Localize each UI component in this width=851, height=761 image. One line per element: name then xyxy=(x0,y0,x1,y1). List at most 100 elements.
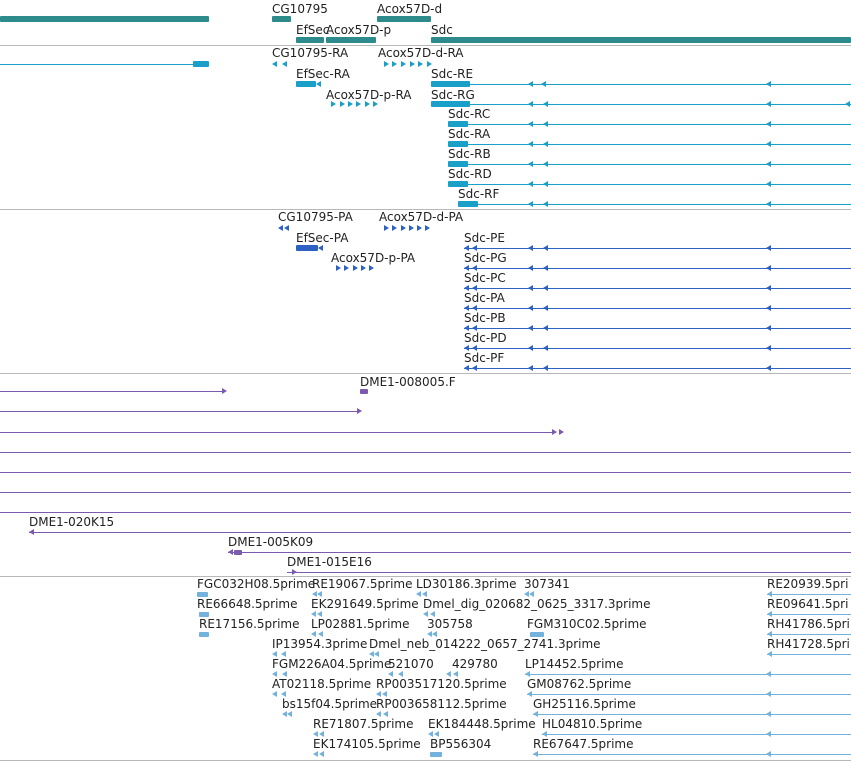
arrow-left-icon xyxy=(472,265,477,271)
exon-block xyxy=(199,611,209,617)
protein-label: Sdc-PG xyxy=(464,251,507,265)
arrow-left-icon xyxy=(766,101,771,107)
arrow-left-icon xyxy=(472,285,477,291)
exon-block xyxy=(448,161,468,167)
arrow-left-icon xyxy=(766,305,771,311)
arrow-left-icon xyxy=(766,181,771,187)
exon-block xyxy=(430,751,442,757)
clone-label: DME1-020K15 xyxy=(29,515,115,529)
est-label: LD30186.3prime xyxy=(416,577,517,591)
arrow-left-icon xyxy=(533,711,538,717)
arrow-left-icon xyxy=(767,651,772,657)
arrow-left-icon xyxy=(528,265,533,271)
arrow-left-icon xyxy=(428,731,433,737)
arrow-left-icon xyxy=(313,751,318,757)
transcript-label: Sdc-RG xyxy=(431,88,475,102)
exon-block xyxy=(199,631,209,637)
protein-label: Sdc-PC xyxy=(464,271,506,285)
arrow-left-icon xyxy=(543,121,548,127)
est-label: 305758 xyxy=(427,617,473,631)
arrow-left-icon xyxy=(318,731,324,737)
est-label: 429780 xyxy=(452,657,498,671)
protein-label: Sdc-PA xyxy=(464,291,505,305)
arrow-left-icon xyxy=(312,591,317,597)
est-label: RE67647.5prime xyxy=(533,737,634,751)
transcript-label: Acox57D-p-RA xyxy=(326,88,412,102)
arrow-right-icon xyxy=(369,265,374,271)
arrow-left-icon xyxy=(427,631,432,637)
arrow-left-icon xyxy=(541,81,546,87)
arrow-left-icon xyxy=(766,285,771,291)
est-label: EK184448.5prime xyxy=(428,717,536,731)
protein-label: Acox57D-d-PA xyxy=(379,210,464,224)
feature-line xyxy=(0,391,225,392)
est-label: EK174105.5prime xyxy=(313,737,421,751)
feature-line xyxy=(0,432,556,433)
exon-block xyxy=(296,81,316,87)
feature-line xyxy=(533,754,851,755)
feature-line xyxy=(448,144,851,145)
arrow-right-icon xyxy=(357,408,362,414)
arrow-left-icon xyxy=(472,345,477,351)
protein-label: Sdc-PF xyxy=(464,351,505,365)
arrow-left-icon xyxy=(767,611,772,617)
est-label: EK291649.5prime xyxy=(311,597,419,611)
arrow-right-icon xyxy=(336,265,342,271)
arrow-left-icon xyxy=(464,345,469,351)
arrow-left-icon xyxy=(388,671,393,677)
transcript-label: Sdc-RB xyxy=(448,147,491,161)
feature-line xyxy=(458,204,851,205)
feature-line xyxy=(527,694,851,695)
feature-line xyxy=(464,328,851,329)
arrow-left-icon xyxy=(543,365,548,371)
feature-line xyxy=(431,104,851,105)
arrow-left-icon xyxy=(543,181,548,187)
arrow-right-icon xyxy=(408,225,414,231)
est-label: FGM310C02.5prime xyxy=(527,617,647,631)
arrow-left-icon xyxy=(766,201,771,207)
est-label: 307341 xyxy=(524,577,570,591)
arrow-left-icon xyxy=(272,671,277,677)
est-label: LP02881.5prime xyxy=(311,617,410,631)
exon-block xyxy=(0,16,209,22)
arrow-left-icon xyxy=(416,591,421,597)
est-label: bs15f04.5prime xyxy=(282,697,378,711)
feature-line xyxy=(525,674,851,675)
arrow-left-icon xyxy=(374,651,379,657)
arrow-left-icon xyxy=(528,81,533,87)
arrow-left-icon xyxy=(383,711,388,717)
feature-line xyxy=(0,492,851,493)
exon-block xyxy=(326,37,376,43)
arrow-left-icon xyxy=(525,671,530,677)
arrow-left-icon xyxy=(529,591,534,597)
est-label: RP003658112.5prime xyxy=(376,697,507,711)
arrow-left-icon xyxy=(317,631,323,637)
arrow-left-icon xyxy=(543,201,548,207)
arrow-left-icon xyxy=(278,225,283,231)
est-label: FGM226A04.5prime xyxy=(272,657,392,671)
arrow-right-icon xyxy=(352,265,358,271)
feature-line xyxy=(464,288,851,289)
arrow-left-icon xyxy=(311,611,316,617)
feature-line xyxy=(464,368,851,369)
arrow-left-icon xyxy=(282,61,287,67)
arrow-left-icon xyxy=(766,81,771,87)
est-label: RH41786.5pri xyxy=(767,617,850,631)
feature-line xyxy=(533,714,851,715)
est-label: GM08762.5prime xyxy=(527,677,632,691)
arrow-left-icon xyxy=(766,671,771,677)
arrow-right-icon xyxy=(373,101,378,107)
feature-line xyxy=(0,411,360,412)
protein-label: Acox57D-p-PA xyxy=(331,251,416,265)
arrow-left-icon xyxy=(767,631,772,637)
transcript-label: CG10795-RA xyxy=(272,46,349,60)
est-label: Dmel_neb_014222_0657_2741.3prime xyxy=(369,637,601,651)
arrow-left-icon xyxy=(453,671,458,677)
arrow-left-icon xyxy=(542,731,547,737)
transcript-label: Sdc-RA xyxy=(448,127,491,141)
arrow-left-icon xyxy=(317,591,322,597)
exon-block xyxy=(431,81,470,87)
arrow-right-icon xyxy=(425,225,430,231)
exon-block xyxy=(448,181,468,187)
